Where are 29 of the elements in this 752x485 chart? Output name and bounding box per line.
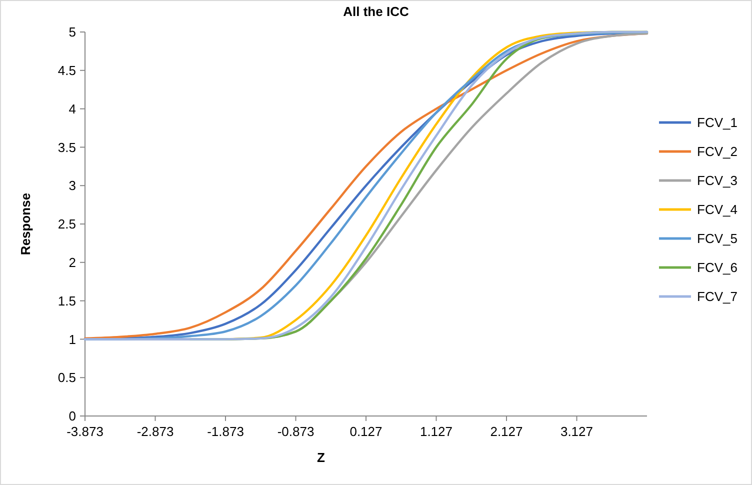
x-tick-label: -1.873	[207, 424, 244, 439]
legend-label: FCV_7	[697, 289, 738, 304]
legend-label: FCV_2	[697, 144, 738, 160]
y-tick-label: 0.5	[58, 370, 76, 386]
y-tick-label: 3.5	[58, 140, 76, 155]
y-tick-label: 0	[68, 408, 76, 424]
legend-label: FCV_5	[697, 231, 738, 246]
y-tick-label: 3	[68, 178, 76, 194]
y-tick-label: 1.5	[58, 293, 76, 308]
y-tick-label: 4	[68, 101, 76, 116]
y-axis-title: Response	[18, 192, 33, 256]
x-tick-label: -0.873	[277, 424, 314, 439]
x-axis-title: Z	[317, 450, 326, 465]
y-tick-label: 2.5	[58, 216, 76, 232]
y-tick-label: 4.5	[58, 62, 76, 78]
x-tick-label: 3.127	[560, 424, 594, 439]
chart-title: All the ICC	[343, 4, 410, 19]
x-tick-label: 0.127	[350, 424, 382, 439]
legend-label: FCV_3	[697, 173, 738, 188]
y-tick-label: 2	[68, 254, 76, 270]
y-tick-label: 5	[68, 24, 76, 40]
legend-label: FCV_6	[697, 260, 738, 276]
x-tick-label: 1.127	[420, 424, 453, 439]
x-tick-label: 2.127	[490, 424, 523, 439]
x-tick-label: -2.873	[136, 424, 174, 439]
y-tick-label: 1	[68, 332, 76, 347]
legend-label: FCV_1	[697, 115, 738, 130]
legend-label: FCV_4	[697, 202, 738, 218]
x-tick-label: -3.873	[66, 424, 104, 439]
